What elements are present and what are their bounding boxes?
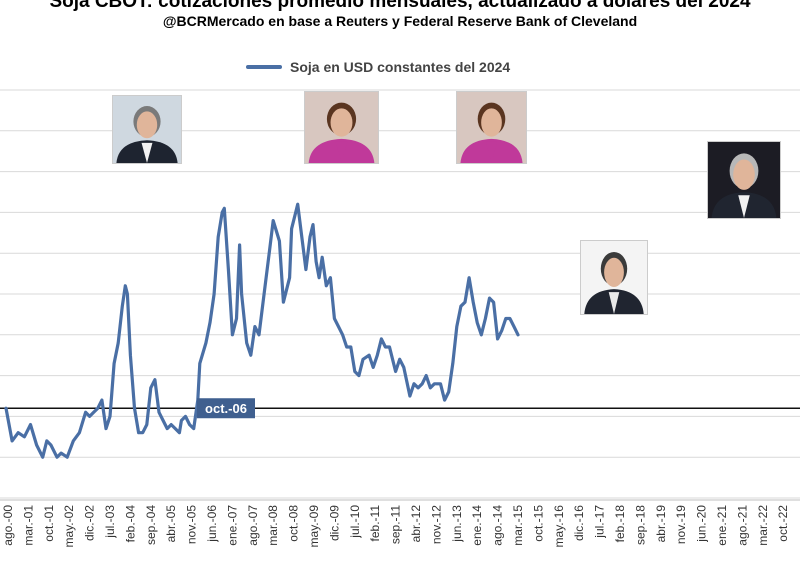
x-tick-label: may.-09 [307, 505, 321, 548]
reference-label-box [197, 398, 255, 419]
x-tick-label: jun.-06 [205, 505, 219, 543]
portrait-figure [116, 106, 178, 163]
portrait-5 [707, 141, 781, 219]
x-tick-label: ene.-07 [225, 505, 239, 546]
x-tick-label: abr.-05 [164, 505, 178, 543]
x-tick-label: oct.-22 [776, 505, 790, 542]
series-line [4, 202, 520, 459]
legend-swatch [246, 65, 282, 69]
x-tick-label: nov.-05 [185, 505, 199, 544]
legend-label: Soja en USD constantes del 2024 [290, 59, 511, 75]
portrait-figure [584, 251, 644, 314]
x-tick-label: sep.-18 [633, 505, 647, 545]
x-tick-label: may.-16 [552, 505, 566, 548]
x-tick-label: oct.-01 [42, 505, 56, 542]
x-tick-label: mar.-22 [756, 505, 770, 546]
x-tick-label: jun.-20 [695, 505, 709, 543]
portrait-3 [456, 91, 527, 164]
chart-subtitle: @BCRMercado en base a Reuters y Federal … [162, 13, 638, 29]
chart-title: Soja CBOT: cotizaciones promedio mensual… [49, 0, 751, 12]
x-tick-label: jul.-10 [348, 505, 362, 539]
portrait-1 [112, 95, 182, 164]
x-tick-label: ago.-07 [246, 505, 260, 546]
x-tick-label: jul.-03 [103, 505, 117, 539]
x-tick-label: jun.-13 [450, 505, 464, 543]
x-tick-label: oct.-08 [287, 505, 301, 542]
x-tick-label: sep.-11 [389, 505, 403, 544]
x-tick-label: ago.-21 [735, 505, 749, 546]
x-tick-label: mar.-01 [21, 505, 35, 546]
x-tick-label: ene.-14 [470, 505, 484, 546]
portrait-figure [711, 153, 777, 218]
x-tick-label: feb.-11 [368, 505, 382, 542]
x-tick-label: mar.-15 [511, 505, 525, 546]
reference-label: oct.-06 [205, 401, 247, 416]
x-tick-label: ene.-21 [715, 505, 729, 546]
x-tick-label: feb.-04 [123, 505, 137, 543]
x-tick-label: mar.-08 [266, 505, 280, 546]
portrait-figure [460, 102, 523, 163]
x-tick-label: ago.-00 [1, 505, 15, 546]
legend: Soja en USD constantes del 2024 [246, 59, 510, 75]
x-tick-label: ago.-14 [491, 505, 505, 546]
portrait-figure [308, 102, 375, 163]
x-tick-label: may.-02 [62, 505, 76, 548]
x-tick-label: jul.-17 [593, 505, 607, 539]
x-tick-label: dic.-09 [327, 505, 341, 541]
x-tick-label: nov.-12 [429, 505, 443, 544]
x-tick-label: nov.-19 [674, 505, 688, 544]
x-tick-label: abr.-19 [654, 505, 668, 543]
x-tick-label: sep.-04 [144, 505, 158, 545]
portrait-4 [580, 240, 648, 315]
x-tick-label: feb.-18 [613, 505, 627, 543]
x-tick-label: dic.-02 [83, 505, 97, 541]
x-tick-label: oct.-15 [531, 505, 545, 542]
portrait-2 [304, 91, 379, 164]
x-tick-label: abr.-12 [409, 505, 423, 543]
x-tick-label: dic.-16 [572, 505, 586, 541]
